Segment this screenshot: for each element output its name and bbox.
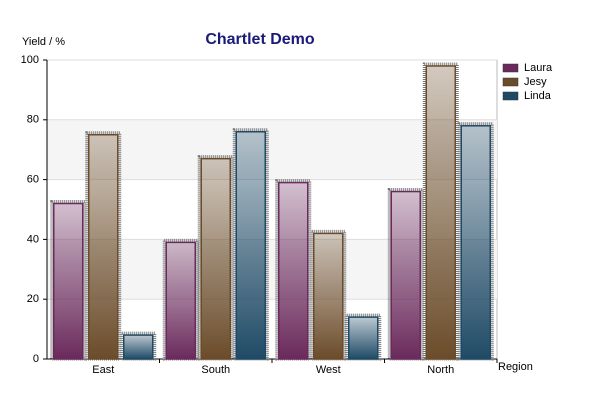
bar [53,202,84,360]
bar [165,241,196,360]
bar [348,316,379,360]
x-tick-label: South [201,364,230,376]
legend-label: Laura [524,62,553,74]
legend-label: Jesy [524,76,547,88]
legend-swatch [502,63,519,73]
bar-shadow [85,131,122,361]
bar-shadow [310,229,347,361]
bar-shadow [345,313,382,361]
y-tick-label: 0 [33,353,39,365]
legend-label: Linda [524,90,552,102]
y-tick-label: 60 [27,174,39,186]
bar [460,125,491,360]
bar [278,181,309,360]
x-tick-label: East [92,364,114,376]
bar [88,134,119,360]
x-tick-label: North [427,364,454,376]
x-tick-label: West [316,364,341,376]
grid-band [47,119,497,180]
bar [235,131,266,360]
bar [390,190,421,360]
x-axis-label: Region [498,361,533,373]
legend-swatch [502,91,519,101]
bar [200,157,231,360]
legend-swatch [502,77,519,87]
y-tick-label: 20 [27,293,39,305]
bar-shadow [120,331,157,361]
chart-title: Chartlet Demo [205,31,315,48]
y-tick-label: 40 [27,233,39,245]
y-tick-label: 100 [21,54,39,66]
bar-shadow [275,179,312,361]
bar [123,334,154,360]
y-tick-label: 80 [27,114,39,126]
bar [425,65,456,360]
y-axis-label: Yield / % [22,36,65,48]
bar-shadow [197,155,234,361]
bar [313,232,344,360]
